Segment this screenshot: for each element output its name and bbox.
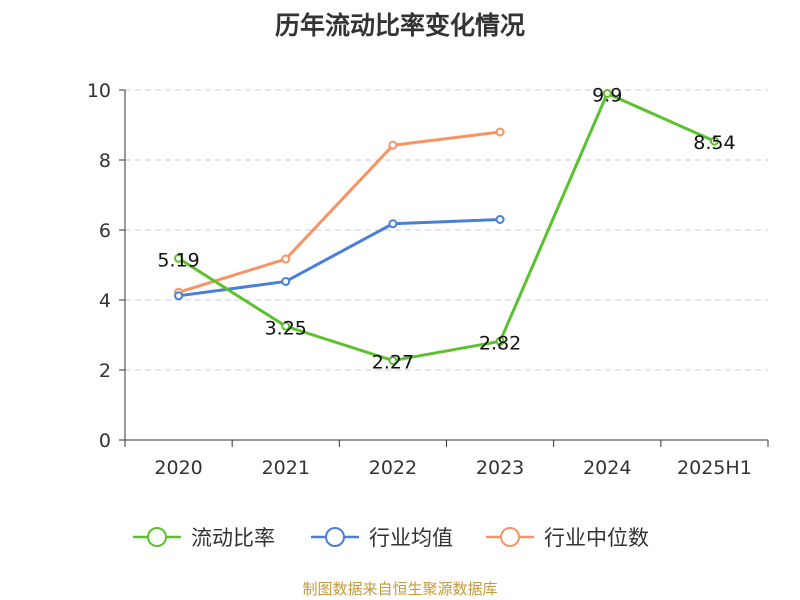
legend-swatch-marker: [325, 527, 345, 547]
legend-item-median[interactable]: 行业中位数: [486, 526, 649, 550]
legend-label: 行业中位数: [544, 526, 649, 550]
legend-label: 行业均值: [369, 526, 453, 550]
legend-item-ratio[interactable]: 流动比率: [133, 526, 275, 550]
y-tick-label: 6: [99, 220, 111, 242]
y-tick-label: 10: [87, 80, 111, 102]
data-point-avg: [388, 219, 398, 229]
data-point-median: [495, 127, 505, 137]
x-tick-label: 2025H1: [677, 457, 752, 479]
data-point-ratio: [602, 89, 612, 98]
data-labels: 5.19 3.25 2.27 2.82 9.9 8.54: [157, 85, 735, 374]
axes: 0 2 4 6 8 10 2020 2021 2022 2023 2024 2025H1: [87, 80, 769, 479]
data-point-ratio: [709, 136, 719, 146]
chart-title: 历年流动比率变化情况: [274, 11, 525, 40]
y-tick-label: 0: [99, 430, 111, 452]
data-point-ratio: [174, 253, 184, 263]
series-line-ratio: [177, 92, 716, 363]
y-tick-label: 8: [99, 150, 111, 172]
legend-label: 流动比率: [191, 526, 275, 550]
data-point-ratio: [281, 321, 291, 331]
y-tick-label: 4: [99, 290, 111, 312]
source-note: 制图数据来自恒生聚源数据库: [302, 580, 498, 598]
x-tick-label: 2024: [583, 457, 631, 479]
x-tick-label: 2022: [369, 457, 417, 479]
series-line-median: [178, 130, 501, 294]
data-label: 8.54: [693, 132, 735, 154]
legend[interactable]: 流动比率 行业均值 行业中位数: [133, 526, 649, 550]
data-label: 9.9: [592, 85, 622, 107]
data-label: 5.19: [157, 249, 199, 271]
data-point-avg: [174, 291, 184, 301]
data-label: 2.27: [372, 352, 414, 374]
y-tick-label: 2: [99, 360, 111, 382]
x-tick-label: 2021: [262, 457, 310, 479]
series-lines: [174, 89, 719, 366]
data-point-median: [281, 254, 291, 264]
data-point-median: [388, 140, 398, 150]
legend-swatch-marker: [147, 527, 167, 547]
data-point-ratio: [495, 336, 505, 346]
data-point-avg: [281, 276, 291, 286]
legend-swatch-marker: [500, 527, 520, 547]
x-tick-label: 2020: [154, 457, 202, 479]
data-point-avg: [495, 215, 505, 224]
grid-lines: [125, 89, 768, 371]
data-label: 2.82: [479, 332, 521, 354]
legend-item-avg[interactable]: 行业均值: [311, 526, 453, 550]
x-tick-label: 2023: [476, 457, 524, 479]
data-label: 3.25: [265, 317, 307, 339]
data-point-ratio: [388, 356, 398, 366]
series-line-avg: [178, 218, 501, 298]
